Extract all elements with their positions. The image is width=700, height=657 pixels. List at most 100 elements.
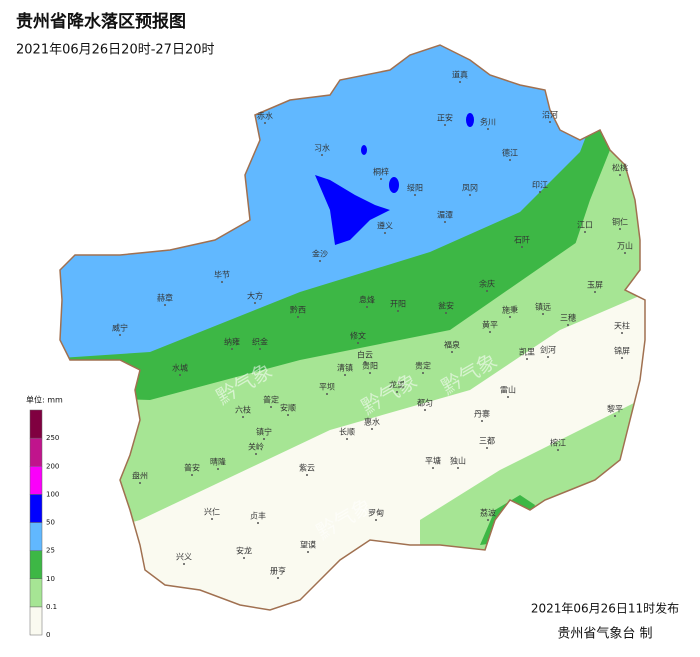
city-label: 石阡 (514, 236, 530, 245)
city-dot (277, 577, 279, 579)
legend-swatch (29, 606, 43, 636)
city-dot (621, 357, 623, 359)
city-label: 六枝 (235, 405, 251, 415)
city-dot (191, 474, 193, 476)
city-dot (243, 557, 245, 559)
city-label: 锦屏 (614, 346, 630, 356)
city-label: 长顺 (339, 427, 355, 437)
city-dot (567, 324, 569, 326)
area-rainstorm (315, 175, 390, 245)
area-rainstorm (361, 145, 367, 155)
legend-swatch (29, 494, 43, 523)
city-dot (549, 121, 551, 123)
legend-label: 100 (46, 490, 59, 498)
city-dot (306, 474, 308, 476)
area-light (560, 120, 645, 300)
city-dot (344, 374, 346, 376)
city-dot (119, 334, 121, 336)
legend-swatch (29, 578, 43, 608)
city-label: 镇远 (535, 302, 551, 312)
city-dot (307, 551, 309, 553)
legend-label: 250 (46, 434, 59, 442)
city-label: 安龙 (236, 546, 252, 556)
city-label: 黄平 (482, 320, 498, 330)
city-label: 江口 (577, 221, 593, 230)
city-label: 德江 (502, 148, 518, 158)
city-dot (221, 281, 223, 283)
city-dot (614, 415, 616, 417)
city-label: 万山 (617, 241, 633, 251)
city-dot (369, 372, 371, 374)
city-label: 独山 (450, 456, 466, 466)
legend-swatch (29, 409, 43, 439)
city-dot (521, 246, 523, 248)
city-dot (526, 358, 528, 360)
city-label: 镇宁 (256, 427, 272, 437)
city-dot (584, 231, 586, 233)
map-subtitle: 2021年06月26日20时-27日20时 (16, 43, 215, 58)
legend-swatch (29, 466, 43, 495)
city-dot (542, 313, 544, 315)
city-label: 息烽 (359, 295, 375, 305)
city-dot (179, 374, 181, 376)
city-label: 正安 (437, 113, 453, 123)
city-label: 望谟 (300, 540, 316, 550)
city-label: 施秉 (502, 305, 518, 315)
city-label: 丹寨 (474, 409, 490, 419)
city-dot (321, 154, 323, 156)
city-label: 兴仁 (204, 507, 220, 517)
city-dot (242, 416, 244, 418)
city-label: 剑河 (540, 345, 556, 355)
city-dot (384, 232, 386, 234)
city-label: 印江 (532, 181, 548, 190)
city-dot (164, 304, 166, 306)
city-label: 罗甸 (368, 508, 384, 518)
city-label: 关岭 (248, 442, 264, 452)
city-label: 纳雍 (224, 337, 240, 347)
legend-label: 0.1 (46, 603, 57, 611)
legend-label: 10 (46, 575, 55, 583)
city-dot (459, 81, 461, 83)
city-label: 晴隆 (210, 457, 226, 467)
city-dot (346, 438, 348, 440)
city-dot (445, 312, 447, 314)
city-dot (509, 316, 511, 318)
issue-time: 2021年06月26日11时发布 (531, 601, 679, 616)
city-label: 威宁 (112, 323, 128, 333)
city-dot (259, 348, 261, 350)
city-dot (547, 356, 549, 358)
city-dot (444, 221, 446, 223)
city-label: 瓮安 (438, 301, 454, 311)
city-dot (619, 174, 621, 176)
city-dot (509, 159, 511, 161)
city-dot (619, 228, 621, 230)
city-label: 三都 (479, 437, 495, 446)
city-label: 惠水 (364, 417, 380, 427)
issuer: 贵州省气象台 制 (557, 626, 652, 642)
city-dot (481, 420, 483, 422)
province-border (59, 44, 646, 611)
city-dot (217, 468, 219, 470)
city-label: 清镇 (337, 363, 353, 373)
city-label: 平坝 (319, 383, 335, 392)
city-dot (451, 351, 453, 353)
city-dot (263, 438, 265, 440)
city-label: 贵阳 (362, 361, 378, 371)
city-label: 黔西 (290, 305, 306, 315)
city-label: 雷山 (500, 385, 516, 395)
city-label: 榕江 (550, 438, 566, 448)
city-label: 修文 (350, 331, 366, 341)
city-label: 开阳 (390, 300, 406, 309)
city-dot (414, 194, 416, 196)
legend-swatch (29, 437, 43, 467)
city-dot (287, 414, 289, 416)
city-label: 天柱 (614, 321, 630, 331)
legend-label: 200 (46, 462, 59, 470)
city-dot (486, 290, 488, 292)
city-label: 湄潭 (437, 211, 453, 220)
city-dot (486, 447, 488, 449)
city-label: 道真 (452, 70, 468, 80)
area-rainstorm (466, 113, 474, 127)
city-label: 普定 (263, 395, 279, 405)
city-dot (139, 482, 141, 484)
